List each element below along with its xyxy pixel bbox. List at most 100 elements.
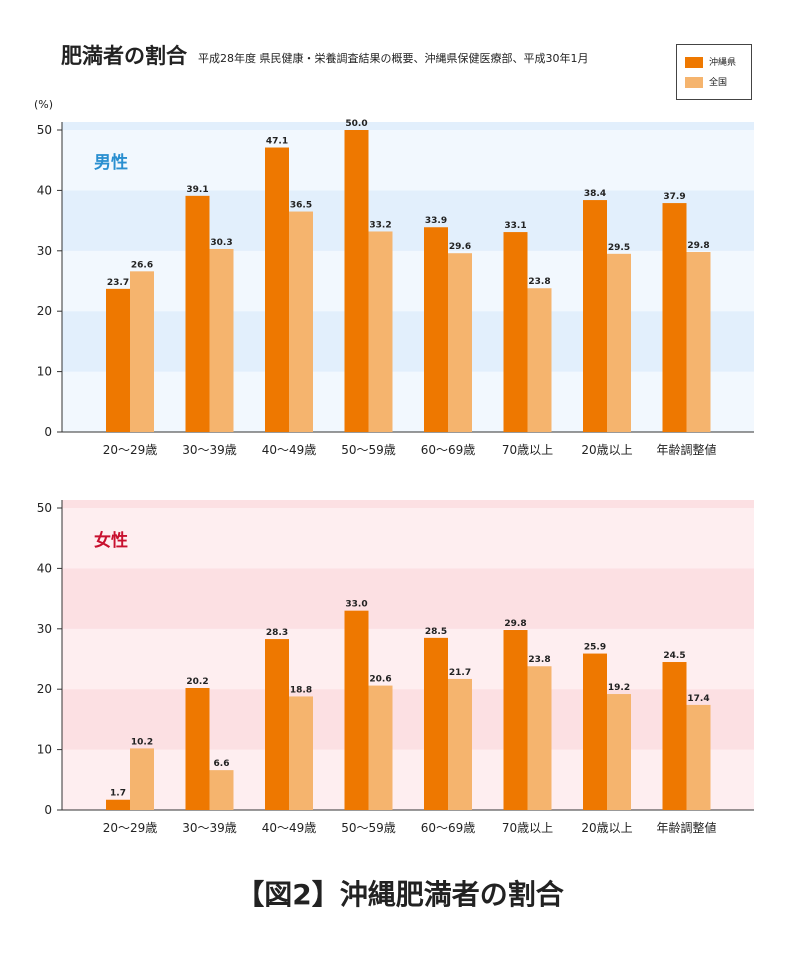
panel-male-x-tick-label: 70歳以上 bbox=[502, 443, 553, 457]
panel-male-y-tick-label: 20 bbox=[37, 304, 52, 318]
panel-female-bar-national bbox=[527, 666, 552, 810]
panel-female-value-label-national: 20.6 bbox=[369, 675, 391, 685]
panel-male-value-label-national: 36.5 bbox=[290, 201, 312, 211]
panel-female-bar-okinawa bbox=[185, 687, 210, 810]
panel-male-x-tick-label: 30〜39歳 bbox=[182, 443, 237, 457]
panel-male-bar-okinawa bbox=[424, 227, 448, 432]
figure-caption: 【図2】沖縄肥満者の割合 bbox=[236, 878, 564, 911]
panel-female-value-label-national: 17.4 bbox=[687, 694, 709, 704]
panel-female-grid-band bbox=[62, 500, 754, 508]
panel-female-grid-band bbox=[62, 689, 754, 750]
panel-male-value-label-okinawa: 38.4 bbox=[584, 189, 606, 199]
panel-female-value-label-okinawa: 33.0 bbox=[345, 600, 367, 610]
panel-female-x-tick-label: 年齢調整値 bbox=[656, 820, 716, 835]
legend: 沖縄県 全国 bbox=[676, 44, 752, 100]
legend-swatch-okinawa bbox=[685, 57, 703, 68]
legend-label-national: 全国 bbox=[709, 78, 728, 88]
panel-female-bar-okinawa bbox=[424, 637, 448, 810]
panel-male-value-label-okinawa: 50.0 bbox=[345, 119, 367, 129]
panel-male-value-label-okinawa: 23.7 bbox=[107, 278, 129, 288]
panel-male-bar-okinawa bbox=[265, 147, 289, 432]
panel-male-value-label-okinawa: 47.1 bbox=[266, 137, 288, 147]
panel-female-x-tick-label: 70歳以上 bbox=[502, 821, 553, 835]
panel-male-y-tick-label: 50 bbox=[37, 123, 52, 137]
panel-male-value-label-national: 26.6 bbox=[131, 260, 153, 270]
panel-female-x-tick-label: 50〜59歳 bbox=[341, 821, 396, 835]
panel-male-x-tick-label: 年齢調整値 bbox=[656, 442, 716, 457]
panel-female-value-label-national: 19.2 bbox=[608, 683, 630, 693]
panel-male-bar-national bbox=[527, 288, 552, 432]
panel-male-value-label-national: 23.8 bbox=[528, 277, 550, 287]
panel-female-grid-band bbox=[62, 749, 754, 810]
panel-male-y-tick-label: 40 bbox=[37, 183, 52, 197]
panel-female-grid-band bbox=[62, 568, 754, 629]
panel-male-value-label-national: 29.5 bbox=[608, 243, 630, 253]
panel-female-grid-band bbox=[62, 628, 754, 690]
panel-female-bar-national bbox=[130, 748, 154, 810]
panel-male-grid-band bbox=[62, 122, 754, 130]
panel-female-bar-okinawa bbox=[344, 610, 369, 810]
male-chart: 0 10 20 30 40 50 男性 23.726.6 20〜29歳 39.1 30.3 30〜39… bbox=[37, 119, 754, 457]
panel-male-grid-band bbox=[62, 311, 754, 372]
panel-male-bar-national bbox=[448, 253, 472, 432]
panel-female-panel-label: 女性 bbox=[94, 530, 128, 551]
panel-male-x-tick-label: 50〜59歳 bbox=[341, 443, 396, 457]
panel-male-bar-okinawa bbox=[503, 232, 528, 432]
panel-female-bar-okinawa bbox=[265, 639, 289, 810]
chart-title: 肥満者の割合 bbox=[61, 44, 187, 68]
panel-female-value-label-okinawa: 25.9 bbox=[584, 643, 606, 653]
panel-female-value-label-okinawa: 28.3 bbox=[266, 628, 288, 638]
panel-female-value-label-okinawa: 29.8 bbox=[504, 619, 526, 629]
panel-male-bar-okinawa bbox=[662, 203, 687, 432]
panel-male-x-tick-label: 40〜49歳 bbox=[262, 443, 317, 457]
panel-male-grid-band bbox=[62, 250, 754, 312]
panel-female-value-label-national: 21.7 bbox=[449, 668, 471, 678]
panel-female-bar-okinawa bbox=[503, 630, 528, 810]
panel-male-bar-national bbox=[130, 271, 154, 432]
panel-male-value-label-okinawa: 33.1 bbox=[504, 221, 526, 231]
panel-male-value-label-okinawa: 37.9 bbox=[663, 192, 685, 202]
panel-male-bar-national bbox=[209, 248, 234, 432]
panel-male-bar-national bbox=[289, 211, 313, 432]
panel-female-bar-national bbox=[289, 696, 313, 810]
legend-label-okinawa: 沖縄県 bbox=[709, 58, 737, 68]
y-axis-unit: (%) bbox=[34, 98, 54, 111]
panel-male-x-tick-label: 20〜29歳 bbox=[103, 443, 158, 457]
panel-female-y-tick-label: 30 bbox=[37, 622, 52, 636]
panel-female-bar-national bbox=[368, 685, 393, 810]
panel-female-y-tick-label: 10 bbox=[37, 743, 52, 757]
panel-male-bar-okinawa bbox=[583, 200, 607, 432]
panel-male-x-tick-label: 20歳以上 bbox=[581, 443, 632, 457]
panel-female-y-tick-label: 50 bbox=[37, 501, 52, 515]
panel-female-y-tick-label: 40 bbox=[37, 561, 52, 575]
panel-male-grid-band bbox=[62, 371, 754, 432]
panel-male-y-tick-label: 10 bbox=[37, 365, 52, 379]
panel-male-grid-band bbox=[62, 190, 754, 251]
panel-male-value-label-national: 33.2 bbox=[369, 220, 391, 230]
panel-male-bar-national bbox=[368, 231, 393, 432]
panel-female-bar-national bbox=[686, 704, 711, 810]
panel-female-bar-okinawa bbox=[583, 653, 607, 810]
panel-female-y-tick-label: 20 bbox=[37, 682, 52, 696]
panel-female-bar-okinawa bbox=[662, 662, 687, 810]
panel-female-bar-national bbox=[209, 770, 234, 810]
chart-subtitle: 平成28年度 県民健康・栄養調査結果の概要、沖縄県保健医療部、平成30年1月 bbox=[198, 52, 589, 65]
panel-male-value-label-national: 29.8 bbox=[687, 241, 709, 251]
panel-male-y-tick-label: 30 bbox=[37, 244, 52, 258]
panel-male-x-tick-label: 60〜69歳 bbox=[421, 443, 476, 457]
panel-male-panel-label: 男性 bbox=[94, 152, 128, 173]
panel-female-x-tick-label: 40〜49歳 bbox=[262, 821, 317, 835]
panel-female-bar-national bbox=[448, 678, 472, 810]
panel-female-x-tick-label: 30〜39歳 bbox=[182, 821, 237, 835]
panel-female-value-label-okinawa: 24.5 bbox=[663, 651, 685, 661]
panel-male-value-label-national: 30.3 bbox=[210, 238, 232, 248]
panel-male-value-label-okinawa: 39.1 bbox=[186, 185, 208, 195]
panel-female-value-label-national: 6.6 bbox=[214, 759, 230, 769]
panel-female-value-label-okinawa: 1.7 bbox=[110, 789, 126, 799]
panel-male-bar-okinawa bbox=[106, 288, 130, 432]
panel-male-grid-band bbox=[62, 130, 754, 191]
panel-female-value-label-okinawa: 20.2 bbox=[186, 677, 208, 687]
panel-male-bar-okinawa bbox=[185, 195, 210, 432]
legend-swatch-national bbox=[685, 77, 703, 88]
panel-male-value-label-national: 29.6 bbox=[449, 242, 471, 252]
